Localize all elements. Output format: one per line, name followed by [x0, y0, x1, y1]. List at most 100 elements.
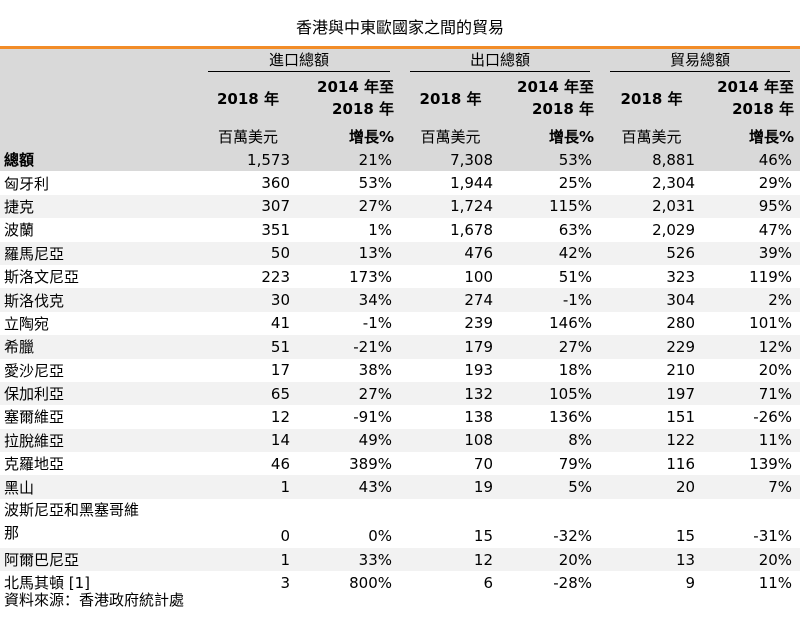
growth-cell: -91% — [353, 407, 393, 426]
country-name: 拉脫維亞 — [0, 428, 198, 453]
country-name: 斯洛文尼亞 — [4, 268, 80, 287]
growth-cell: 146% — [549, 314, 593, 333]
growth-cell: 51% — [558, 267, 593, 286]
country-name: 斯洛伐克 — [0, 288, 198, 312]
table-row: 黑山 1 43% 19 5% 20 7% — [0, 475, 800, 499]
country-name: 北馬其頓 [1] — [4, 574, 91, 593]
growth-cell: 33% — [298, 547, 401, 572]
value-cell: 51 — [198, 335, 298, 359]
table-row: 愛沙尼亞 17 38% 193 18% 210 20% — [0, 359, 800, 382]
growth-cell: 20% — [703, 547, 800, 572]
growth-cell: 20% — [758, 361, 793, 380]
table-row: 羅馬尼亞 50 13% 476 42% 526 39% — [0, 241, 800, 265]
value-cell: 1,944 — [450, 174, 494, 193]
header-unit-value: 百萬美元 — [600, 124, 704, 148]
value-cell: 17 — [270, 361, 290, 380]
growth-cell: 8% — [501, 428, 601, 453]
header-unit-growth: 增長% — [298, 124, 401, 148]
value-cell: 12 — [270, 407, 290, 426]
table-row: 阿爾巴尼亞 1 33% 12 20% 13 20% — [0, 547, 800, 572]
value-cell: 12 — [400, 547, 502, 572]
table-row: 斯洛伐克 30 34% 274 -1% 304 2% — [0, 288, 800, 312]
value-cell: 274 — [400, 288, 502, 312]
value-cell: 50 — [198, 241, 298, 265]
value-cell: 70 — [473, 454, 494, 473]
value-cell: 1,724 — [400, 194, 502, 219]
value-cell: 193 — [464, 361, 494, 380]
header-unit-value: 百萬美元 — [198, 124, 298, 148]
header-growth-period: 2014 年至 2018 年 — [298, 72, 401, 124]
header-total-trade: 貿易總額 — [600, 49, 800, 72]
header-year: 2018 年 — [600, 72, 704, 124]
growth-cell: 42% — [501, 241, 601, 265]
country-name: 匈牙利 — [4, 174, 50, 193]
growth-cell: 27% — [501, 335, 601, 359]
growth-cell: 20% — [501, 547, 601, 572]
header-import: 進口總額 — [198, 49, 401, 72]
growth-cell: 34% — [298, 288, 401, 312]
growth-cell: -21% — [298, 335, 401, 359]
header-unit-growth: 增長% — [703, 124, 800, 148]
page-title: 香港與中東歐國家之間的貿易 — [295, 18, 504, 37]
table-body: 總額 1,573 21% 7,308 53% 8,881 46% 匈牙利 360 53% 1,944… — [0, 148, 800, 595]
source-note: 資料來源：香港政府統計處 — [4, 591, 185, 609]
value-cell: 179 — [400, 335, 502, 359]
value-cell: 9 — [685, 573, 696, 592]
value-cell: 223 — [261, 267, 290, 286]
trade-table: 進口總額 出口總額 貿易總額 2018 年 2014 年至 2018 年 2018… — [0, 49, 800, 595]
value-cell: 15 — [675, 526, 696, 545]
growth-cell: 13% — [298, 241, 401, 265]
table-row: 立陶宛 41 -1% 239 146% 280 101% — [0, 312, 800, 335]
country-name: 保加利亞 — [0, 381, 198, 406]
table-row: 斯洛文尼亞 223 173% 100 51% 323 119% — [0, 265, 800, 288]
value-cell: 2,029 — [652, 220, 696, 239]
growth-cell: -26% — [753, 407, 793, 426]
table-row: 捷克 307 27% 1,724 115% 2,031 95% — [0, 194, 800, 219]
value-cell: 19 — [400, 475, 502, 499]
table-row: 克羅地亞 46 389% 70 79% 116 139% — [0, 452, 800, 475]
table-row-total: 總額 1,573 21% 7,308 53% 8,881 46% — [0, 148, 800, 172]
value-cell: 323 — [666, 267, 696, 286]
country-name: 波蘭 — [4, 221, 35, 240]
value-cell: 210 — [666, 361, 696, 380]
value-cell: 6 — [483, 573, 494, 592]
value-cell: 7,308 — [400, 148, 502, 172]
growth-cell: 136% — [549, 407, 593, 426]
table-row: 希臘 51 -21% 179 27% 229 12% — [0, 335, 800, 359]
table-row: 波蘭 351 1% 1,678 63% 2,029 47% — [0, 218, 800, 241]
country-name: 總額 — [0, 148, 198, 172]
value-cell: 122 — [600, 428, 704, 453]
growth-cell: 11% — [758, 573, 793, 592]
growth-cell: 39% — [703, 241, 800, 265]
value-cell: 1 — [198, 547, 298, 572]
growth-cell: -31% — [753, 526, 793, 545]
value-cell: 132 — [400, 381, 502, 406]
value-cell: 280 — [666, 314, 696, 333]
value-cell: 304 — [600, 288, 704, 312]
value-cell: 3 — [280, 573, 290, 592]
header-unit-row: 百萬美元 增長% 百萬美元 增長% 百萬美元 增長% — [0, 124, 800, 148]
table-row: 波斯尼亞和黑塞哥維那 0 0% 15 -32% 15 -31% — [0, 499, 800, 548]
growth-cell: 47% — [758, 220, 793, 239]
growth-cell: 71% — [703, 381, 800, 406]
growth-cell: 139% — [749, 454, 793, 473]
value-cell: 1 — [198, 475, 298, 499]
growth-cell: 115% — [501, 194, 601, 219]
value-cell: 116 — [666, 454, 696, 473]
value-cell: 15 — [473, 526, 494, 545]
country-name: 捷克 — [0, 194, 198, 219]
growth-cell: 389% — [349, 454, 393, 473]
header-unit-growth: 增長% — [501, 124, 601, 148]
growth-cell: 1% — [368, 220, 393, 239]
table-row: 拉脫維亞 14 49% 108 8% 122 11% — [0, 428, 800, 453]
table-row: 塞爾維亞 12 -91% 138 136% 151 -26% — [0, 405, 800, 428]
header-export: 出口總額 — [400, 49, 601, 72]
header-year-row: 2018 年 2014 年至 2018 年 2018 年 2014 年至 2018 … — [0, 72, 800, 124]
country-name: 塞爾維亞 — [4, 408, 65, 427]
country-name: 黑山 — [0, 475, 198, 499]
table-row: 匈牙利 360 53% 1,944 25% 2,304 29% — [0, 171, 800, 194]
growth-cell: 800% — [349, 573, 393, 592]
growth-cell: 105% — [501, 381, 601, 406]
growth-cell: 79% — [558, 454, 593, 473]
growth-cell: 63% — [558, 220, 593, 239]
